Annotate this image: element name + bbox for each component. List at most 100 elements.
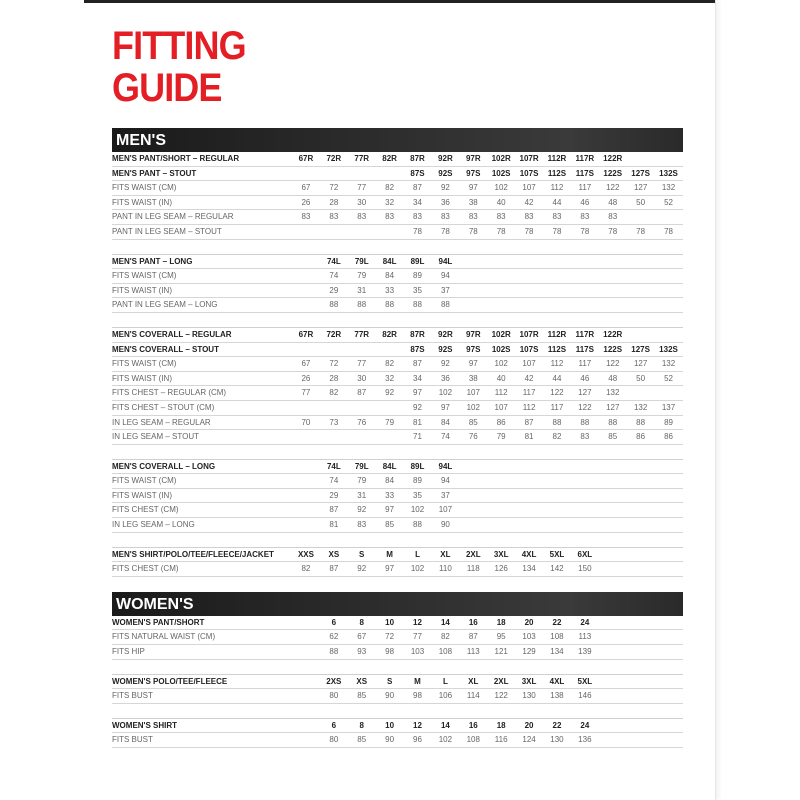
table-cell (376, 430, 404, 444)
table-cell: 77 (357, 183, 367, 193)
table-cell: XXS (297, 549, 314, 559)
table-cell (627, 503, 655, 517)
table-cell: 14 (440, 617, 450, 627)
table-cell: 87 (329, 505, 339, 515)
table-cell: 89 (413, 476, 422, 486)
table-cell: 76 (468, 432, 478, 442)
table-cell: 37 (440, 285, 450, 295)
table-cell: 79 (385, 417, 395, 427)
table-cell (655, 210, 683, 224)
table-cell (599, 298, 627, 312)
table-cell (599, 733, 627, 747)
table-cell (627, 518, 655, 532)
table-cell: 18 (496, 720, 506, 730)
table-cell: 102 (438, 388, 453, 398)
table-cell (627, 255, 655, 269)
table-cell: 38 (468, 373, 478, 383)
table-cell: 130 (522, 691, 536, 701)
table-cell (627, 152, 655, 166)
table-cell: 97S (466, 168, 481, 178)
table-cell: 95 (496, 632, 506, 642)
table-cell (543, 460, 571, 474)
table-cell: 31 (357, 490, 367, 500)
table-cell: 98 (413, 691, 422, 701)
table-cell (320, 225, 348, 239)
table-cell (571, 474, 599, 488)
table-row: FITS WAIST (IN) 26 28 30 32 34 36 38 40 42 44 46 48 5… (112, 372, 683, 387)
table-cell: 28 (329, 373, 339, 383)
table-cell: 82 (301, 564, 311, 574)
row-label: MEN'S COVERALL – REGULAR (112, 329, 232, 339)
table-cell (487, 298, 515, 312)
table-cell: 88 (440, 300, 450, 310)
size-table: MEN'S SHIRT/POLO/TEE/FLEECE/JACKET XXS XS S… (112, 546, 683, 577)
table-cell: 92S (438, 344, 453, 354)
table-cell: 87R (410, 154, 425, 163)
table-cell (599, 719, 627, 733)
table-cell: 79 (357, 476, 367, 486)
table-cell (543, 269, 571, 283)
table-cell (292, 401, 320, 415)
table-cell: 77 (301, 388, 311, 398)
page-title: FITTING GUIDE (112, 26, 247, 110)
table-cell: 88 (413, 300, 422, 310)
table-cell (627, 474, 655, 488)
table-row: FITS CHEST – STOUT (CM) 92 97 102 107 112 117 1… (112, 401, 683, 416)
table-cell: 2XL (465, 549, 481, 559)
table-cell: 3XL (493, 549, 509, 559)
table-cell (487, 474, 515, 488)
table-cell (348, 167, 376, 181)
table-cell: 108 (550, 632, 564, 642)
table-cell: 114 (466, 691, 480, 701)
table-cell: 97R (465, 329, 481, 339)
table-cell (348, 430, 376, 444)
row-label: FITS WAIST (CM) (112, 183, 177, 193)
table-cell: 35 (413, 285, 422, 295)
table-cell: M (386, 549, 393, 559)
table-cell: 6XL (577, 549, 593, 559)
table-cell (627, 616, 655, 630)
table-cell: 12 (413, 720, 422, 730)
table-cell: 97 (385, 505, 395, 515)
table-cell: 48 (608, 197, 618, 207)
row-label: IN LEG SEAM – LONG (112, 520, 195, 530)
row-label: FITS WAIST (IN) (112, 373, 172, 383)
table-row: FITS BUST 80 85 90 98 106 114 122 130 138 146 (112, 689, 683, 704)
table-cell: 127 (606, 402, 620, 412)
table-cell (627, 548, 655, 562)
table-cell: 34 (413, 197, 422, 207)
table-cell: 90 (385, 735, 395, 745)
table-cell: 112R (547, 329, 567, 339)
table-cell: 32 (385, 373, 395, 383)
table-cell (515, 489, 543, 503)
table-cell: 78 (580, 226, 590, 236)
table-cell: 4XL (521, 549, 537, 559)
table-cell: 67R (298, 329, 314, 339)
table-cell: L (415, 549, 420, 559)
size-header-row: WOMEN'S SHIRT 6 8 10 12 14 16 18 20 22 24 (112, 719, 683, 734)
table-cell: 108 (466, 735, 480, 745)
table-row: FITS WAIST (IN) 29 31 33 35 37 (112, 489, 683, 504)
table-cell: 122S (603, 344, 623, 354)
table-cell (655, 548, 683, 562)
table-cell: 117 (578, 359, 592, 369)
table-cell (292, 474, 320, 488)
section-mens: MEN'S MEN'S PANT/SHORT – REGULAR 67R 72R 77R… (112, 128, 683, 577)
size-table: WOMEN'S SHIRT 6 8 10 12 14 16 18 20 22 24 FITS BUST… (112, 717, 683, 748)
table-cell: 82R (382, 329, 397, 339)
table-cell: 87 (413, 359, 422, 369)
table-cell (599, 675, 627, 689)
table-cell: 102 (410, 505, 425, 515)
table-cell: 83 (524, 212, 534, 222)
table-cell: 83 (552, 212, 562, 222)
table-cell (515, 269, 543, 283)
table-cell (292, 518, 320, 532)
table-cell: 88 (580, 417, 590, 427)
table-cell (292, 255, 320, 269)
table-cell: 26 (301, 197, 311, 207)
top-bar (84, 0, 715, 3)
table-cell (599, 630, 627, 644)
table-cell: 130 (550, 735, 564, 745)
table-cell (655, 255, 683, 269)
table-cell (655, 152, 683, 166)
